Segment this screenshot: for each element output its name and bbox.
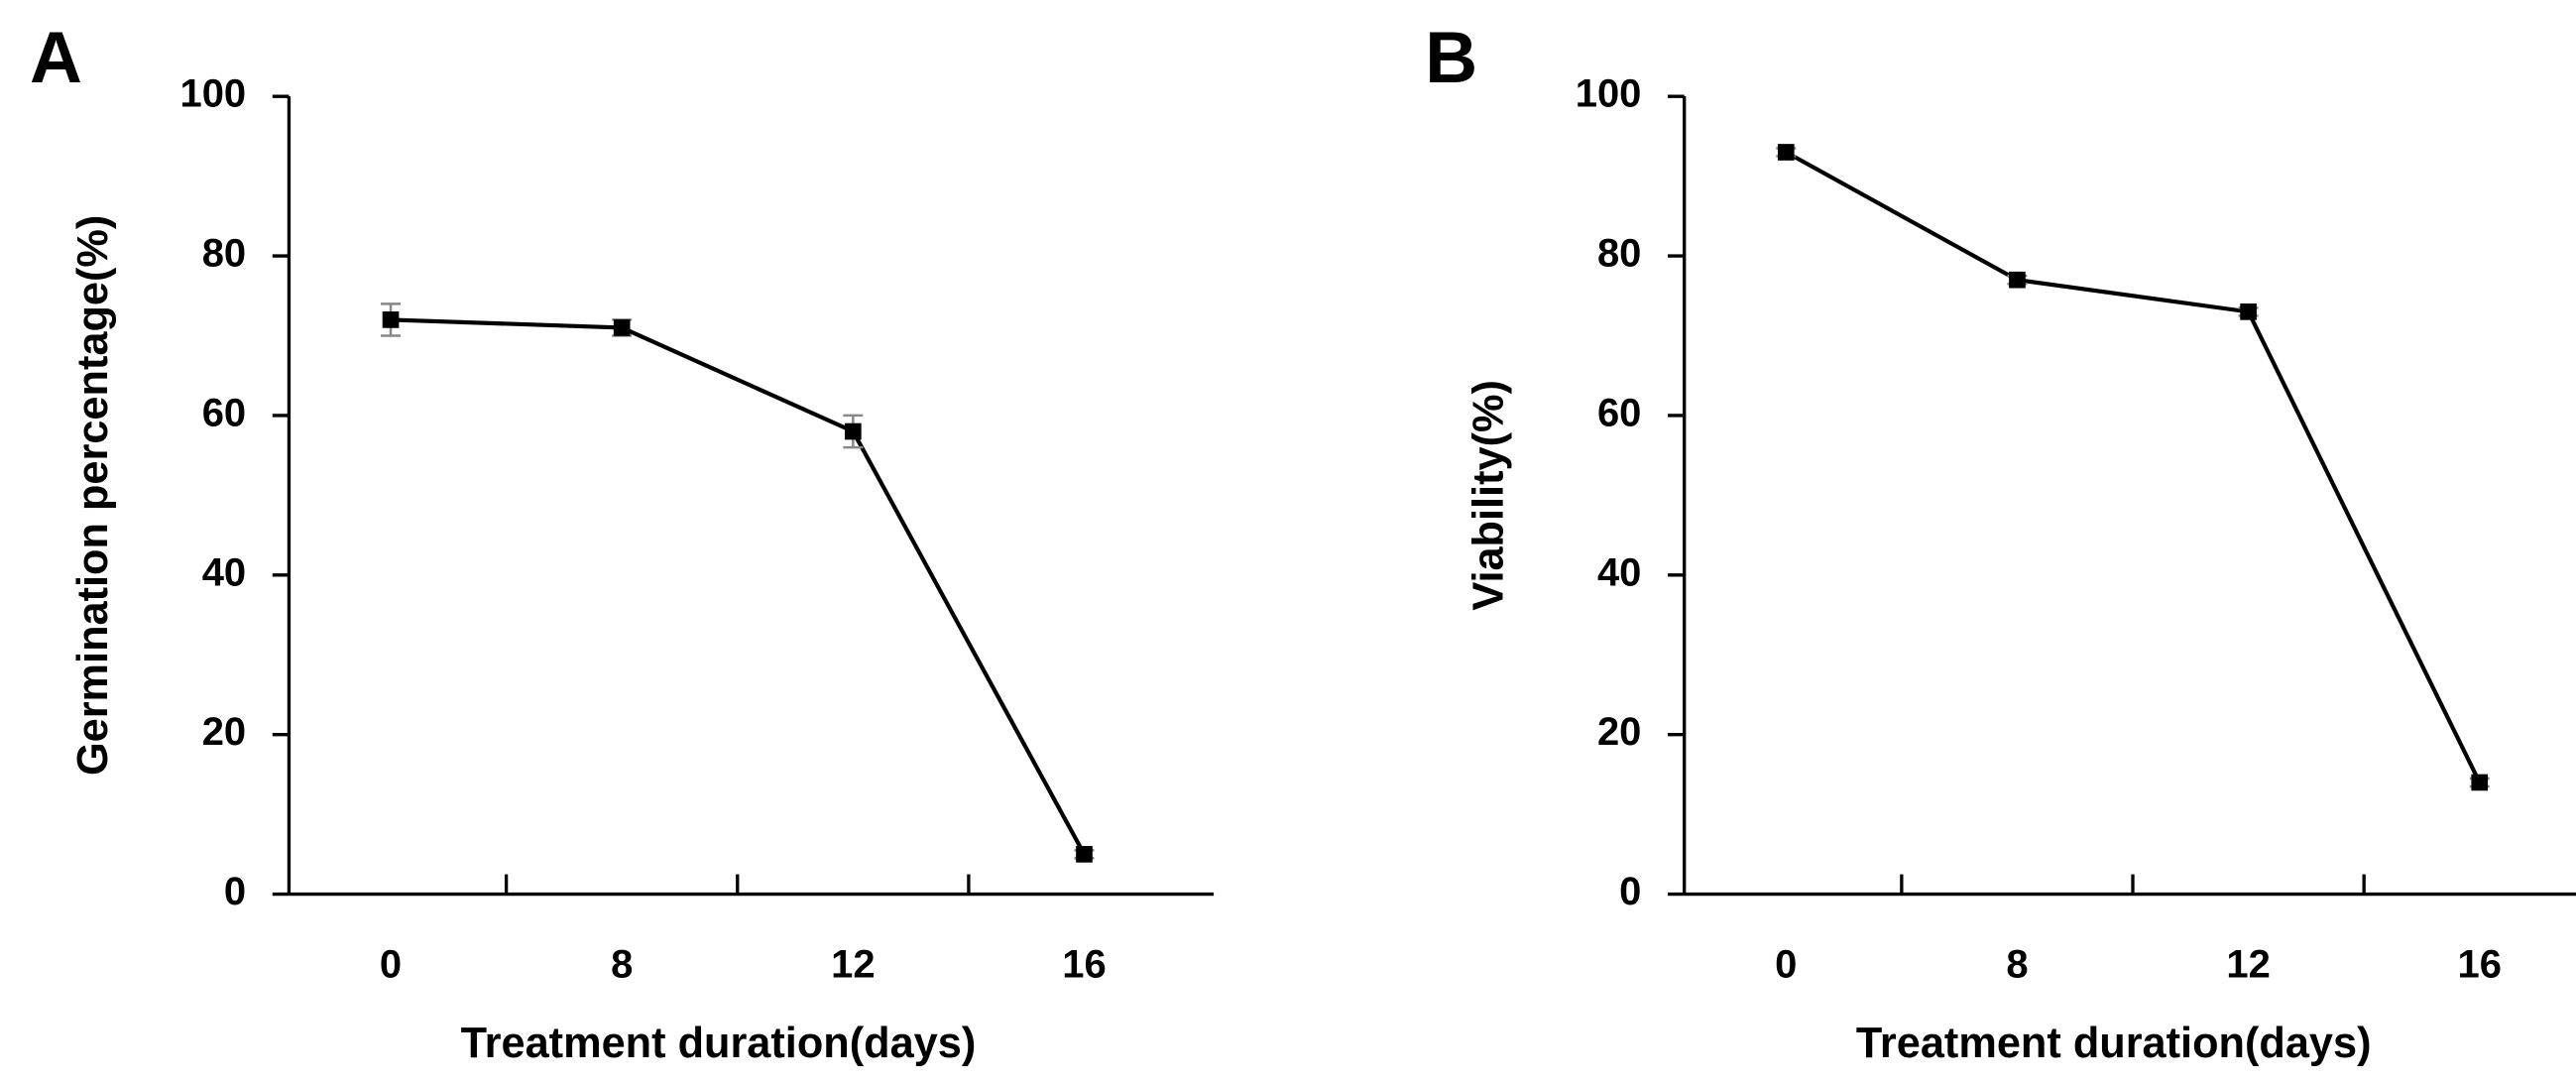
panel-label: A — [30, 17, 82, 98]
data-point — [845, 422, 862, 440]
data-line — [390, 317, 1087, 856]
x-tick-label: 0 — [1775, 942, 1797, 986]
data-line — [1785, 150, 2482, 783]
x-tick-label: 16 — [1062, 942, 1106, 986]
y-tick-label: 100 — [179, 72, 246, 116]
data-point — [382, 311, 400, 328]
x-tick-label: 0 — [380, 942, 402, 986]
y-tick-label: 60 — [1597, 391, 1641, 434]
y-tick-label: 40 — [1597, 550, 1641, 594]
y-tick-label: 100 — [1576, 72, 1642, 116]
x-tick-label: 12 — [831, 942, 875, 986]
y-tick-label: 0 — [224, 870, 246, 913]
y-tick-label: 80 — [202, 232, 246, 276]
data-point — [1076, 846, 1093, 863]
y-tick-label: 20 — [1597, 710, 1641, 754]
x-axis-title: Treatment duration(days) — [1856, 1020, 2372, 1067]
y-tick-label: 60 — [202, 391, 246, 434]
x-tick-label: 12 — [2226, 942, 2270, 986]
y-tick-label: 80 — [1597, 232, 1641, 276]
x-axis-title: Treatment duration(days) — [461, 1020, 977, 1067]
chart-panel: B 0 20 40 60 80 100 0 8 12 16 Treatment duration(da… — [1425, 17, 2576, 1067]
y-tick-label: 40 — [202, 550, 246, 594]
data-point — [2240, 303, 2257, 320]
x-tick-label: 16 — [2458, 942, 2502, 986]
x-tick-label: 8 — [611, 942, 633, 986]
y-tick-label: 0 — [1619, 870, 1641, 913]
chart-panel: A 0 20 40 60 80 100 0 8 12 16 Treatment duration(da… — [30, 17, 1215, 1067]
y-axis-title: Germination percentage(%) — [69, 215, 117, 776]
y-axis-title: Viability(%) — [1464, 380, 1512, 611]
x-tick-label: 8 — [2006, 942, 2028, 986]
data-point — [2009, 271, 2026, 289]
data-point — [613, 319, 631, 336]
data-point — [2471, 774, 2489, 791]
data-point — [1777, 144, 1795, 161]
panel-label: B — [1425, 17, 1477, 98]
y-tick-label: 20 — [202, 710, 246, 754]
